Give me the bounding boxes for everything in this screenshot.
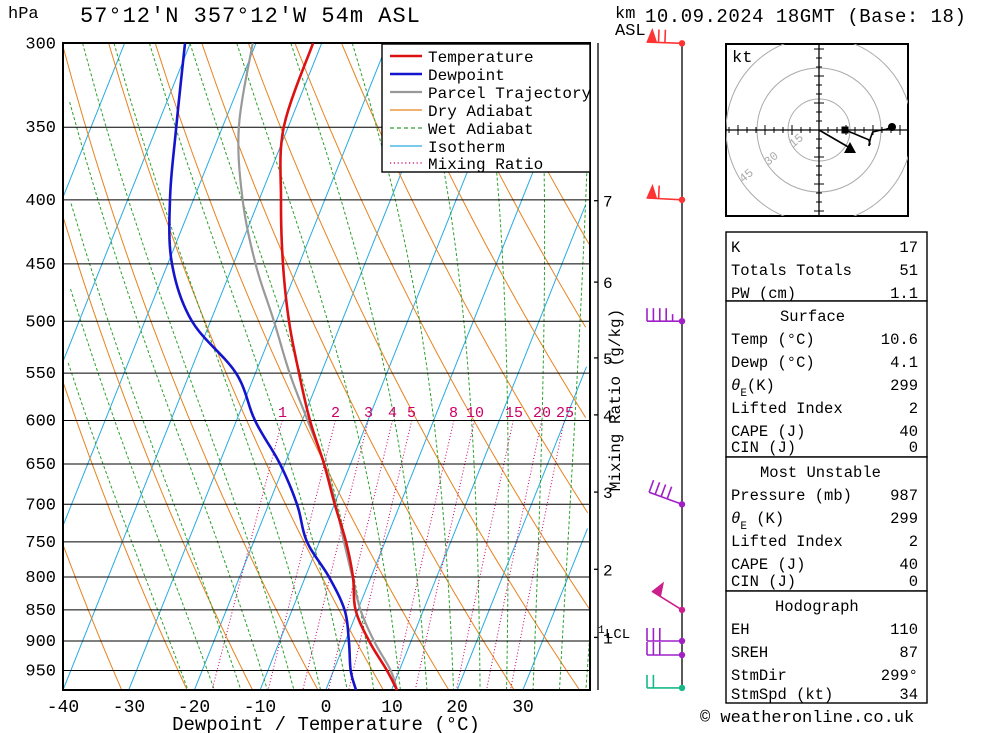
svg-text:10.6: 10.6	[881, 331, 918, 349]
svg-text:299°: 299°	[881, 667, 918, 685]
svg-text:3: 3	[603, 485, 613, 503]
svg-text:30: 30	[512, 698, 534, 718]
svg-text:1: 1	[603, 630, 613, 648]
svg-text:300: 300	[25, 35, 56, 54]
svg-text:550: 550	[25, 365, 56, 384]
svg-text:299: 299	[890, 510, 918, 528]
svg-text:PW (cm): PW (cm)	[731, 285, 796, 303]
svg-text:7: 7	[603, 194, 613, 212]
svg-text:10.09.2024 18GMT (Base: 18): 10.09.2024 18GMT (Base: 18)	[645, 6, 966, 28]
svg-text:Mixing Ratio (g/kg): Mixing Ratio (g/kg)	[607, 309, 625, 491]
svg-text:25: 25	[556, 405, 574, 422]
svg-text:Dewpoint: Dewpoint	[428, 67, 505, 85]
svg-text:34: 34	[899, 686, 918, 704]
svg-text:Lifted Index: Lifted Index	[731, 400, 843, 418]
svg-text:Parcel Trajectory: Parcel Trajectory	[428, 85, 592, 103]
svg-text:0: 0	[909, 439, 918, 457]
svg-text:450: 450	[25, 256, 56, 275]
svg-text:2: 2	[909, 533, 918, 551]
svg-text:© weatheronline.co.uk: © weatheronline.co.uk	[700, 709, 914, 728]
svg-text:Mixing Ratio: Mixing Ratio	[428, 156, 543, 174]
svg-text:650: 650	[25, 456, 56, 475]
svg-text:10: 10	[466, 405, 484, 422]
svg-text:5: 5	[407, 405, 416, 422]
svg-text:900: 900	[25, 633, 56, 652]
svg-text:15: 15	[505, 405, 523, 422]
svg-text:Pressure (mb): Pressure (mb)	[731, 487, 852, 505]
svg-text:350: 350	[25, 119, 56, 138]
svg-text:4: 4	[603, 408, 613, 426]
svg-text:2: 2	[603, 562, 613, 580]
svg-text:987: 987	[890, 487, 918, 505]
svg-text:700: 700	[25, 496, 56, 515]
svg-text:EH: EH	[731, 621, 750, 639]
svg-text:Surface: Surface	[780, 308, 845, 326]
svg-text:K: K	[731, 239, 741, 257]
svg-text:CIN (J): CIN (J)	[731, 573, 796, 591]
svg-text:20: 20	[533, 405, 551, 422]
svg-text:-30: -30	[113, 698, 145, 718]
svg-text:Temperature: Temperature	[428, 49, 534, 67]
svg-text:5: 5	[603, 351, 613, 369]
svg-text:2: 2	[331, 405, 340, 422]
svg-text:750: 750	[25, 534, 56, 553]
svg-text:Dewpoint / Temperature (°C): Dewpoint / Temperature (°C)	[172, 714, 480, 733]
svg-text:600: 600	[25, 412, 56, 431]
svg-text:17: 17	[899, 239, 918, 257]
svg-text:400: 400	[25, 192, 56, 211]
svg-text:2: 2	[909, 400, 918, 418]
svg-text:500: 500	[25, 313, 56, 332]
svg-text:Temp (°C): Temp (°C)	[731, 331, 815, 349]
svg-text:ASL: ASL	[615, 22, 646, 41]
svg-text:Dry Adiabat: Dry Adiabat	[428, 103, 534, 121]
svg-text:51: 51	[899, 262, 918, 280]
svg-text:1: 1	[278, 405, 287, 422]
svg-text:110: 110	[890, 621, 918, 639]
svg-text:StmDir: StmDir	[731, 667, 787, 685]
svg-text:CAPE (J): CAPE (J)	[731, 556, 805, 574]
svg-text:6: 6	[603, 275, 613, 293]
svg-text:Wet Adiabat: Wet Adiabat	[428, 121, 534, 139]
svg-text:Lifted Index: Lifted Index	[731, 533, 843, 551]
svg-text:1.1: 1.1	[890, 285, 918, 303]
svg-text:299: 299	[890, 377, 918, 395]
svg-text:57°12'N 357°12'W 54m ASL: 57°12'N 357°12'W 54m ASL	[80, 4, 421, 29]
svg-text:StmSpd (kt): StmSpd (kt)	[731, 686, 833, 704]
svg-text:800: 800	[25, 569, 56, 588]
svg-text:Isotherm: Isotherm	[428, 139, 505, 157]
svg-text:850: 850	[25, 602, 56, 621]
svg-text:87: 87	[899, 644, 918, 662]
svg-text:Most Unstable: Most Unstable	[760, 464, 881, 482]
svg-text:950: 950	[25, 662, 56, 681]
svg-text:3: 3	[364, 405, 373, 422]
svg-text:Dewp (°C): Dewp (°C)	[731, 354, 815, 372]
svg-text:Hodograph: Hodograph	[775, 598, 859, 616]
svg-text:kt: kt	[732, 49, 752, 68]
svg-text:4.1: 4.1	[890, 354, 918, 372]
svg-text:8: 8	[449, 405, 458, 422]
svg-text:0: 0	[909, 573, 918, 591]
svg-text:4: 4	[388, 405, 397, 422]
svg-text:-40: -40	[47, 698, 79, 718]
svg-text:40: 40	[899, 556, 918, 574]
svg-text:Totals Totals: Totals Totals	[731, 262, 852, 280]
svg-text:SREH: SREH	[731, 644, 768, 662]
svg-text:hPa: hPa	[8, 5, 39, 24]
svg-text:CIN (J): CIN (J)	[731, 439, 796, 457]
